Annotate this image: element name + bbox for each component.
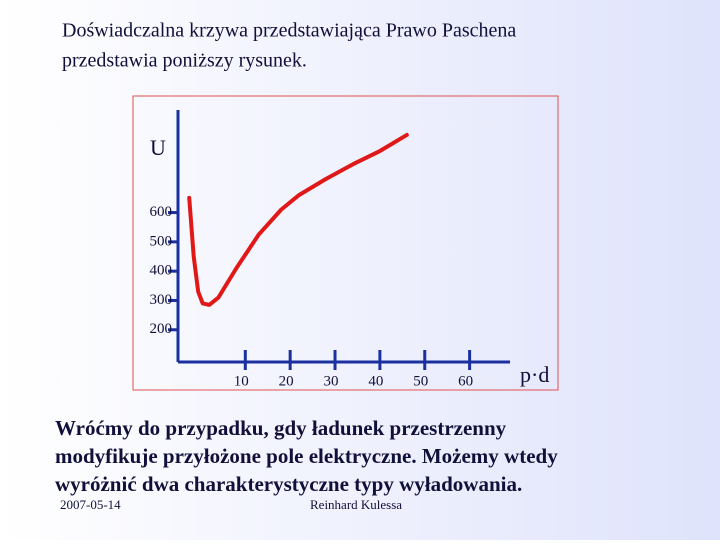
x-axis-label: p·d [520,362,549,387]
x-tick-label: 20 [279,373,294,389]
y-tick-label: 200 [150,321,173,337]
body-line: modyfikuje przyłożone pole elektryczne. … [55,444,558,468]
x-tick-label: 60 [458,373,473,389]
body-line: Wróćmy do przypadku, gdy ładunek przestr… [55,416,507,440]
y-tick-label: 600 [150,204,173,220]
footer-author: Reinhard Kulessa [310,497,402,512]
x-tick-label: 40 [368,373,383,389]
body-line: wyróżnić dwa charakterystyczne typy wyła… [55,472,522,496]
x-tick-label: 30 [324,373,339,389]
title-line: przedstawia poniższy rysunek. [62,50,307,72]
y-axis-label: U [150,135,166,160]
x-tick-label: 10 [234,373,249,389]
y-tick-label: 300 [150,292,173,308]
title-line: Doświadczalna krzywa przedstawiająca Pra… [62,20,516,42]
x-tick-label: 50 [413,373,428,389]
footer-date: 2007-05-14 [60,497,121,512]
chart-frame [132,95,559,391]
curve [187,132,409,307]
y-tick-label: 400 [150,263,173,279]
y-tick-label: 500 [150,233,173,249]
